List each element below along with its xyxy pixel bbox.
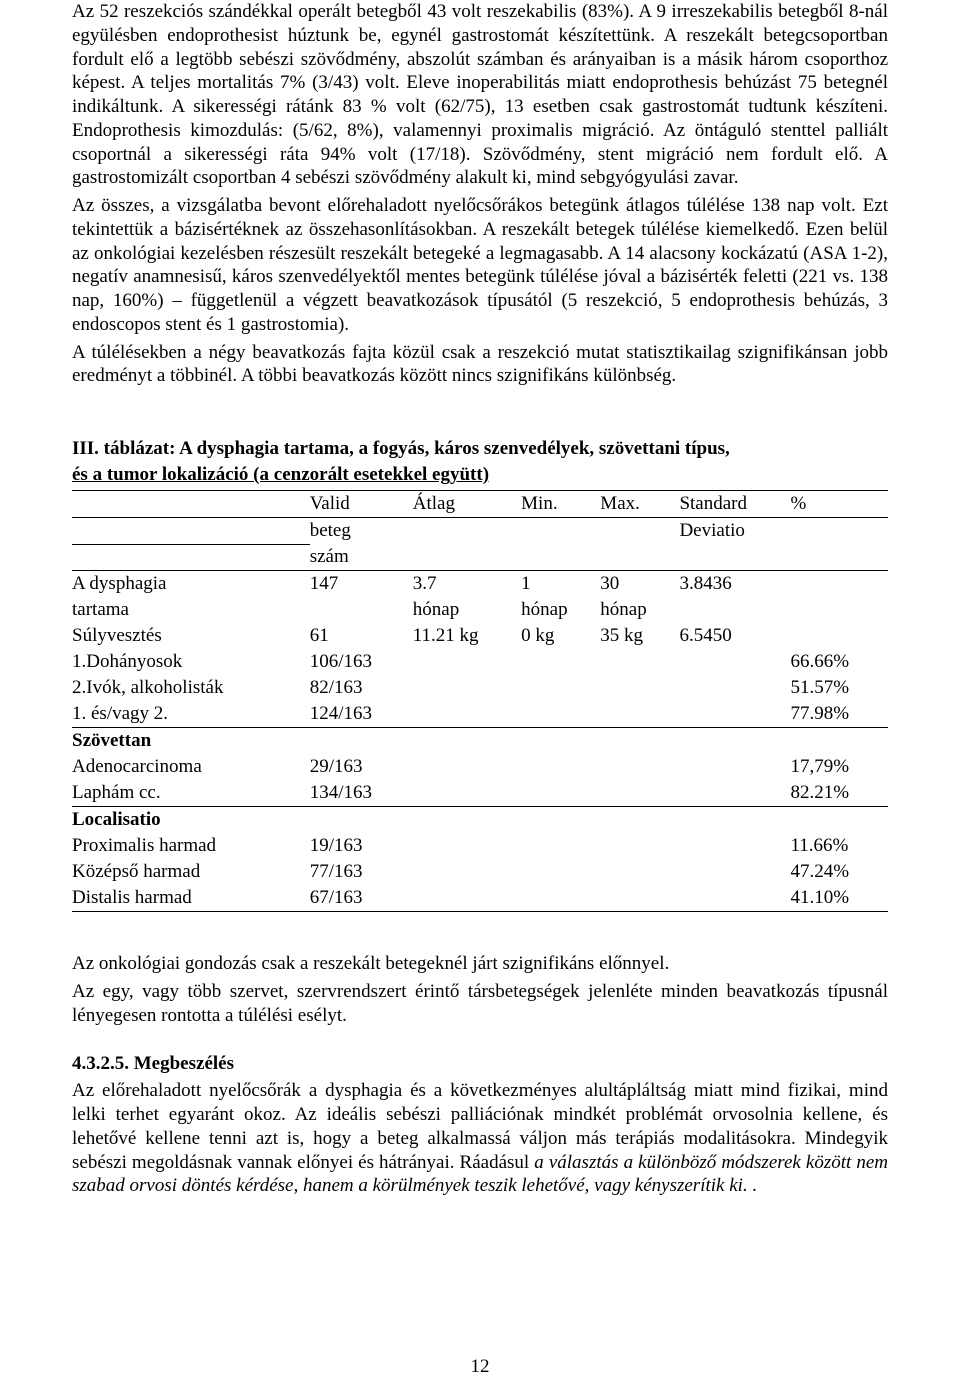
cell-valid: 106/163 (310, 649, 413, 675)
col-mean: Átlag (413, 491, 521, 518)
table-row: Középső harmad 77/163 47.24% (72, 859, 888, 885)
col-min: Min. (521, 491, 600, 518)
page-number: 12 (0, 1356, 960, 1378)
paragraph-3: A túlélésekben a négy beavatkozás fajta … (72, 341, 888, 389)
cell-valid: 61 (310, 623, 413, 649)
table-row: Súlyvesztés 61 11.21 kg 0 kg 35 kg 6.545… (72, 623, 888, 649)
cell-pct: 17,79% (790, 754, 888, 780)
col-valid-1: Valid (310, 491, 413, 518)
paragraph-6: Az előrehaladott nyelőcsőrák a dysphagia… (72, 1079, 888, 1198)
cell-label: 1. és/vagy 2. (72, 701, 310, 728)
cell-valid: 19/163 (310, 833, 413, 859)
table-row: A dysphagia 147 3.7 1 30 3.8436 (72, 571, 888, 598)
paragraph-5: Az egy, vagy több szervet, szervrendszer… (72, 980, 888, 1028)
cell-mean: 3.7 (413, 571, 521, 598)
cell-label: Súlyvesztés (72, 623, 310, 649)
table-row: 1. és/vagy 2. 124/163 77.98% (72, 701, 888, 728)
cell-pct (790, 571, 888, 598)
cell-label: Distalis harmad (72, 885, 310, 912)
table-row: Proximalis harmad 19/163 11.66% (72, 833, 888, 859)
cell-valid: 77/163 (310, 859, 413, 885)
cell-label: 1.Dohányosok (72, 649, 310, 675)
table-section-row: Localisatio (72, 807, 888, 834)
table-row: tartama hónap hónap hónap (72, 597, 888, 623)
cell-section: Szövettan (72, 728, 310, 755)
table-row: Distalis harmad 67/163 41.10% (72, 885, 888, 912)
cell-label: Proximalis harmad (72, 833, 310, 859)
cell-label: Adenocarcinoma (72, 754, 310, 780)
cell-valid: 67/163 (310, 885, 413, 912)
col-valid-2: beteg (310, 518, 413, 545)
cell-valid: 124/163 (310, 701, 413, 728)
col-valid-3: szám (310, 544, 413, 571)
cell-max: 35 kg (600, 623, 679, 649)
cell-min: 0 kg (521, 623, 600, 649)
table-section-row: Szövettan (72, 728, 888, 755)
cell-label: A dysphagia (72, 571, 310, 598)
table-caption-line-2: és a tumor lokalizáció (a cenzorált eset… (72, 464, 888, 486)
table-row: Adenocarcinoma 29/163 17,79% (72, 754, 888, 780)
cell-label2: tartama (72, 597, 310, 623)
cell-sd: 3.8436 (679, 571, 790, 598)
cell-max: 30 (600, 571, 679, 598)
cell-mean2: hónap (413, 597, 521, 623)
cell-pct: 11.66% (790, 833, 888, 859)
table-row: 1.Dohányosok 106/163 66.66% (72, 649, 888, 675)
paragraph-1: Az 52 reszekciós szándékkal operált bete… (72, 0, 888, 190)
cell-pct: 47.24% (790, 859, 888, 885)
cell-valid: 29/163 (310, 754, 413, 780)
spacer (72, 392, 888, 412)
data-table: Valid Átlag Min. Max. Standard % beteg D… (72, 490, 888, 912)
col-max: Max. (600, 491, 679, 518)
paragraph-2: Az összes, a vizsgálatba bevont előrehal… (72, 194, 888, 337)
spacer (72, 912, 888, 932)
cell-label: Középső harmad (72, 859, 310, 885)
col-sd-2: Deviatio (679, 518, 790, 545)
cell-valid: 134/163 (310, 780, 413, 807)
cell-valid: 147 (310, 571, 413, 598)
cell-pct (790, 623, 888, 649)
table-caption-line-1: III. táblázat: A dysphagia tartama, a fo… (72, 438, 888, 460)
cell-max2: hónap (600, 597, 679, 623)
cell-label: Laphám cc. (72, 780, 310, 807)
table-row: Laphám cc. 134/163 82.21% (72, 780, 888, 807)
table-row: 2.Ivók, alkoholisták 82/163 51.57% (72, 675, 888, 701)
cell-min: 1 (521, 571, 600, 598)
cell-sd: 6.5450 (679, 623, 790, 649)
col-sd-1: Standard (679, 491, 790, 518)
cell-min2: hónap (521, 597, 600, 623)
cell-pct: 66.66% (790, 649, 888, 675)
subsection-heading: 4.3.2.5. Megbeszélés (72, 1053, 888, 1075)
cell-pct: 77.98% (790, 701, 888, 728)
cell-section: Localisatio (72, 807, 310, 834)
cell-mean: 11.21 kg (413, 623, 521, 649)
cell-pct: 41.10% (790, 885, 888, 912)
spacer (72, 932, 888, 952)
cell-valid: 82/163 (310, 675, 413, 701)
paragraph-4: Az onkológiai gondozás csak a reszekált … (72, 952, 888, 976)
cell-label: 2.Ivók, alkoholisták (72, 675, 310, 701)
cell-pct: 51.57% (790, 675, 888, 701)
col-blank2 (72, 518, 310, 545)
cell-pct: 82.21% (790, 780, 888, 807)
col-pct: % (790, 491, 888, 518)
col-blank (72, 491, 310, 518)
document-page: Az 52 reszekciós szándékkal operált bete… (0, 0, 960, 1396)
